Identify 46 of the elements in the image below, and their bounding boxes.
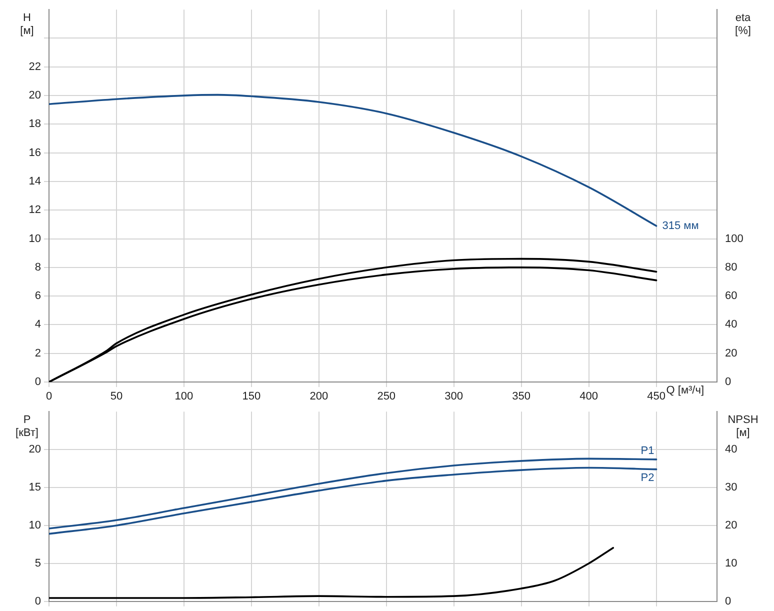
y2-tick-label: 30	[725, 482, 738, 494]
y-tick-label: 20	[28, 90, 41, 102]
x-tick-label: 450	[647, 390, 666, 403]
x-axis-title: Q [м³/ч]	[666, 384, 704, 397]
y-tick-label: 6	[34, 290, 41, 302]
y-tick-label: 4	[34, 318, 41, 331]
x-tick-label: 200	[310, 390, 328, 403]
y-tick-label: 16	[28, 146, 41, 159]
y-tick-label: 0	[34, 595, 41, 608]
y2-tick-label: 100	[725, 232, 744, 245]
y2-tick-label: 60	[725, 290, 738, 302]
y2-tick-label: 80	[725, 261, 738, 274]
x-tick-label: 300	[444, 390, 464, 403]
y-tick-label: 8	[34, 261, 41, 274]
y2-tick-label: 40	[725, 318, 738, 331]
y-tick-label: 22	[28, 60, 41, 73]
y2-axis-title: eta [%]	[735, 12, 752, 38]
x-tick-label: 50	[110, 390, 123, 403]
y-tick-label: 15	[28, 482, 41, 494]
y2-tick-label: 40	[725, 444, 738, 456]
x-tick-label: 0	[46, 390, 52, 403]
x-tick-label: 350	[512, 390, 531, 403]
y-axis-title: P [кВт]	[16, 414, 38, 440]
y-tick-label: 5	[34, 557, 41, 570]
y2-tick-label: 20	[725, 520, 738, 532]
y-tick-label: 20	[28, 444, 41, 456]
x-tick-label: 100	[174, 390, 194, 403]
series-label: P1	[640, 444, 654, 457]
y2-axis-title: NPSH [м]	[728, 414, 758, 440]
y-tick-label: 2	[34, 347, 41, 360]
y2-tick-label: 0	[725, 595, 732, 608]
y-tick-label: 10	[28, 520, 41, 532]
y2-tick-label: 10	[725, 557, 738, 570]
y2-tick-label: 0	[725, 376, 732, 388]
x-tick-label: 150	[242, 390, 261, 403]
y-axis-title: H [м]	[20, 12, 34, 38]
y-tick-label: 18	[28, 118, 41, 130]
series-label: P2	[640, 472, 654, 484]
x-tick-label: 400	[580, 390, 598, 403]
y-tick-label: 14	[28, 176, 41, 188]
y-tick-label: 12	[28, 204, 41, 216]
series-label: 315 мм	[662, 220, 699, 232]
y-tick-label: 0	[34, 376, 41, 388]
y-tick-label: 10	[28, 232, 41, 245]
x-tick-label: 250	[377, 390, 396, 403]
y2-tick-label: 20	[725, 347, 738, 360]
